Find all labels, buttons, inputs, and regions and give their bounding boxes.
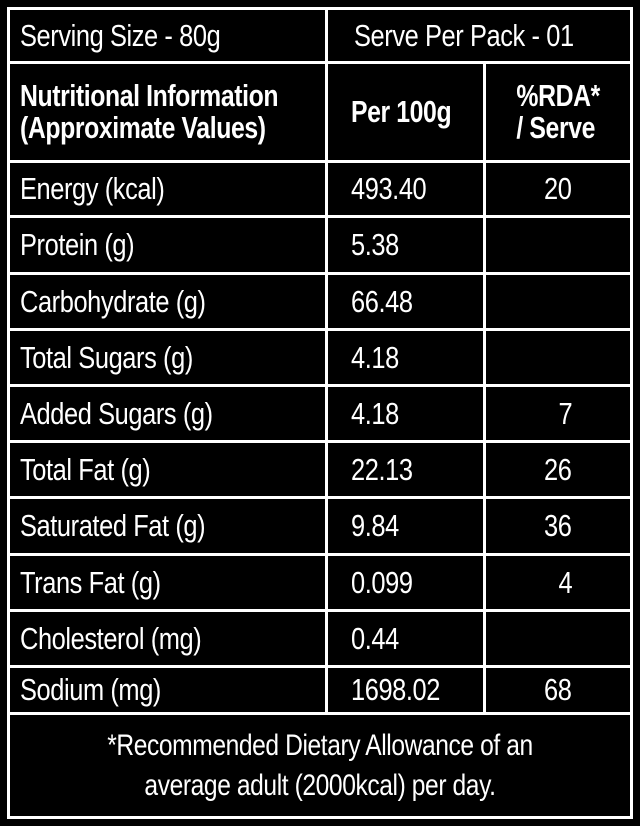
nutrient-cell: Protein (g) <box>10 218 328 272</box>
header-per100g-cell: Per 100g <box>328 64 486 160</box>
rda-cell <box>486 218 630 272</box>
rda-cell: 68 <box>486 668 630 712</box>
rda-cell: 26 <box>486 443 630 496</box>
table-row: Saturated Fat (g) 9.84 36 <box>10 499 630 556</box>
serving-size: Serving Size - 80g <box>20 17 221 53</box>
rda-cell: 4 <box>486 556 630 609</box>
rda-footnote: *Recommended Dietary Allowance of an ave… <box>10 715 630 816</box>
table-row: Total Fat (g) 22.13 26 <box>10 443 630 499</box>
per100g-value: 9.84 <box>351 508 399 543</box>
nutrient-name: Cholesterol (mg) <box>20 620 202 656</box>
per100g-value: 5.38 <box>351 227 399 262</box>
rda-value: 68 <box>544 672 572 707</box>
per100g-cell: 1698.02 <box>328 668 486 712</box>
rda-value: 26 <box>544 451 572 487</box>
nutrient-cell: Added Sugars (g) <box>10 387 328 440</box>
header-rda-cell: %RDA* / Serve <box>486 64 630 160</box>
nutrient-cell: Cholesterol (mg) <box>10 612 328 665</box>
header-row: Nutritional Information (Approximate Val… <box>10 64 630 163</box>
rda-cell <box>486 331 630 384</box>
per100g-cell: 5.38 <box>328 218 486 272</box>
rda-footnote-text: *Recommended Dietary Allowance of an ave… <box>107 728 533 802</box>
rda-cell: 20 <box>486 163 630 215</box>
per100g-value: 0.44 <box>351 620 399 656</box>
header-nutrient-cell: Nutritional Information (Approximate Val… <box>10 64 328 160</box>
nutrient-cell: Total Sugars (g) <box>10 331 328 384</box>
table-row: Protein (g) 5.38 <box>10 218 630 275</box>
header-rda-line2: / Serve <box>516 110 595 145</box>
rda-value: 7 <box>558 395 572 431</box>
per100g-value: 66.48 <box>351 283 413 319</box>
per100g-value: 1698.02 <box>351 672 441 707</box>
table-row: Carbohydrate (g) 66.48 <box>10 275 630 331</box>
per100g-value: 4.18 <box>351 395 399 431</box>
nutrient-cell: Sodium (mg) <box>10 668 328 712</box>
header-rda: %RDA* / Serve <box>516 78 600 145</box>
rda-cell <box>486 612 630 665</box>
rda-cell <box>486 275 630 328</box>
nutrient-name: Total Sugars (g) <box>20 339 193 375</box>
rda-cell: 7 <box>486 387 630 440</box>
table-row: Trans Fat (g) 0.099 4 <box>10 556 630 612</box>
table-row: Added Sugars (g) 4.18 7 <box>10 387 630 443</box>
serving-size-cell: Serving Size - 80g <box>10 10 328 61</box>
per100g-value: 493.40 <box>351 171 427 206</box>
rda-value: 36 <box>544 508 572 543</box>
nutrient-name: Energy (kcal) <box>20 171 165 206</box>
per100g-cell: 66.48 <box>328 275 486 328</box>
nutrition-facts-table: Serving Size - 80g Serve Per Pack - 01 N… <box>7 7 633 819</box>
rda-cell: 36 <box>486 499 630 553</box>
per100g-value: 22.13 <box>351 451 413 487</box>
per100g-cell: 0.44 <box>328 612 486 665</box>
nutrient-cell: Saturated Fat (g) <box>10 499 328 553</box>
serve-per-pack-cell: Serve Per Pack - 01 <box>328 10 630 61</box>
nutrient-cell: Total Fat (g) <box>10 443 328 496</box>
header-nutrient-title: Nutritional Information (Approximate Val… <box>20 80 278 144</box>
per100g-cell: 22.13 <box>328 443 486 496</box>
rda-value: 20 <box>544 171 572 206</box>
table-row: Cholesterol (mg) 0.44 <box>10 612 630 668</box>
nutrient-name: Added Sugars (g) <box>20 395 213 431</box>
per100g-cell: 0.099 <box>328 556 486 609</box>
nutrient-name: Sodium (mg) <box>20 672 161 707</box>
serve-per-pack: Serve Per Pack - 01 <box>354 17 574 53</box>
nutrient-cell: Carbohydrate (g) <box>10 275 328 328</box>
serving-row: Serving Size - 80g Serve Per Pack - 01 <box>10 10 630 64</box>
nutrient-name: Total Fat (g) <box>20 451 151 487</box>
per100g-cell: 4.18 <box>328 387 486 440</box>
nutrient-name: Trans Fat (g) <box>20 564 161 600</box>
per100g-value: 0.099 <box>351 564 413 600</box>
per100g-cell: 4.18 <box>328 331 486 384</box>
nutrient-name: Protein (g) <box>20 227 135 262</box>
nutrient-name: Carbohydrate (g) <box>20 283 206 319</box>
header-nutrient-line2: (Approximate Values) <box>20 110 266 145</box>
header-nutrient-line1: Nutritional Information <box>20 78 279 113</box>
table-row: Sodium (mg) 1698.02 68 <box>10 668 630 715</box>
nutrient-cell: Trans Fat (g) <box>10 556 328 609</box>
header-rda-line1: %RDA* <box>516 78 600 113</box>
nutrient-name: Saturated Fat (g) <box>20 508 206 543</box>
header-per100g: Per 100g <box>351 94 452 129</box>
per100g-value: 4.18 <box>351 339 399 375</box>
table-row: Total Sugars (g) 4.18 <box>10 331 630 387</box>
per100g-cell: 493.40 <box>328 163 486 215</box>
per100g-cell: 9.84 <box>328 499 486 553</box>
table-row: Energy (kcal) 493.40 20 <box>10 163 630 218</box>
nutrient-cell: Energy (kcal) <box>10 163 328 215</box>
rda-value: 4 <box>558 564 572 600</box>
